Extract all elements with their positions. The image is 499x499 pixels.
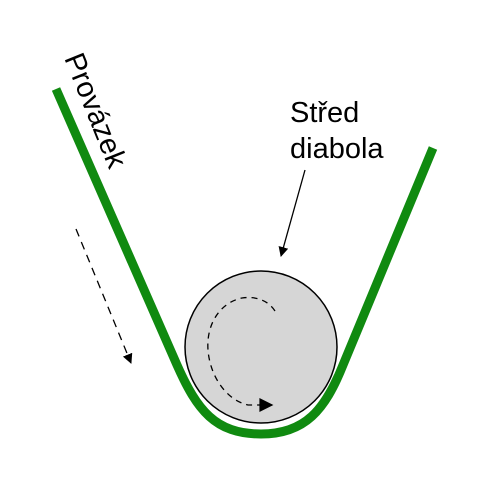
center-label-line1: Střed xyxy=(290,97,359,129)
diabolo-circle xyxy=(184,270,338,424)
center-label-line2: diabola xyxy=(290,133,384,165)
center-pointer-arrow xyxy=(278,169,306,257)
string-line xyxy=(51,87,438,439)
string-motion-arrow xyxy=(75,228,133,364)
